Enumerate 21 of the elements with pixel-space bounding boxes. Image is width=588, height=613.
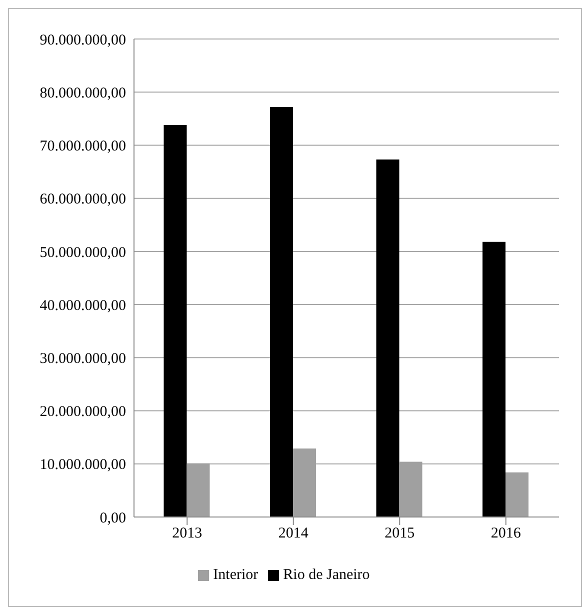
y-tick-label: 90.000.000,00 xyxy=(40,32,126,48)
bar xyxy=(376,160,400,517)
x-tick-label: 2014 xyxy=(278,526,309,542)
y-tick-label: 30.000.000,00 xyxy=(40,350,126,367)
y-tick-label: 60.000.000,00 xyxy=(40,192,126,208)
legend-label: Rio de Janeiro xyxy=(283,567,370,583)
legend-label: Interior xyxy=(213,567,258,583)
y-tick-label: 20.000.000,00 xyxy=(40,404,126,420)
y-tick-label: 70.000.000,00 xyxy=(40,138,126,155)
y-tick-label: 40.000.000,00 xyxy=(40,298,126,314)
y-tick-label: 50.000.000,00 xyxy=(40,244,126,261)
x-tick-label: 2016 xyxy=(490,526,522,542)
y-tick-label: 80.000.000,00 xyxy=(40,85,126,102)
y-tick-label: 0,00 xyxy=(100,510,126,526)
x-tick-label: 2013 xyxy=(172,526,202,542)
x-tick-label: 2015 xyxy=(384,526,415,542)
bar xyxy=(482,242,506,517)
bar xyxy=(270,106,293,517)
bar xyxy=(164,125,187,517)
bar xyxy=(506,472,528,517)
y-tick-label: 10.000.000,00 xyxy=(40,457,126,474)
